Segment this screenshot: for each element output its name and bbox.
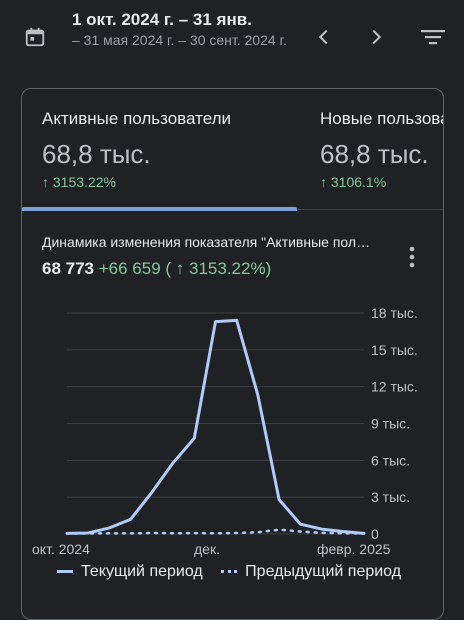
chart-legend: Текущий период Предыдущий период [57,563,415,581]
line-chart[interactable]: 18 тыс. 15 тыс. 12 тыс. 9 тыс. 6 тыс. 3 тыс. 0… [22,89,443,559]
chart-summary: 68 773 +66 659 ( ↑ 3153.22%) [42,259,271,279]
chevron-right-icon[interactable] [365,26,387,48]
series-line-previous [65,528,366,535]
x-tick-label: окт. 2024 [32,541,90,557]
summary-delta-percent: ( ↑ 3153.22%) [165,259,272,278]
active-tab-indicator [22,207,297,211]
arrow-up-icon: ↑ [42,174,53,190]
summary-delta: +66 659 [98,259,161,278]
chevron-left-icon[interactable] [313,26,335,48]
filter-icon[interactable] [420,26,446,48]
legend-item-current[interactable]: Текущий период [57,563,203,581]
metric-change: ↑ 3106.1% [320,174,387,190]
metric-label: Новые пользователи [320,109,443,128]
y-tick-label: 6 тыс. [371,452,410,468]
series-line-current [65,318,366,535]
x-tick-label: февр. 2025 [317,541,391,557]
y-tick-label: 15 тыс. [371,342,418,358]
y-tick-label: 12 тыс. [371,379,418,395]
legend-swatch-dotted [221,570,238,574]
compare-date-range[interactable]: – 31 мая 2024 г. – 30 сент. 2024 г. [72,32,287,48]
y-tick-label: 9 тыс. [371,416,410,432]
arrow-up-icon: ↑ [320,174,331,190]
legend-swatch-solid [57,570,73,574]
y-tick-label: 18 тыс. [371,305,418,321]
more-vert-icon[interactable] [404,244,420,270]
metric-value: 68,8 тыс. [320,139,429,169]
calendar-icon[interactable] [24,26,46,48]
x-tick-label: дек. [194,541,220,557]
y-tick-label: 0 [371,526,379,542]
legend-item-previous[interactable]: Предыдущий период [221,563,401,581]
y-tick-label: 3 тыс. [371,489,410,505]
metrics-card: Активные пользователи 68,8 тыс. ↑ 3153.2… [21,88,444,620]
top-bar: 1 окт. 2024 г. – 31 янв. – 31 мая 2024 г… [0,0,464,72]
metric-change: ↑ 3153.22% [42,174,116,190]
date-range[interactable]: 1 окт. 2024 г. – 31 янв. [72,10,252,29]
metric-value: 68,8 тыс. [42,139,151,169]
summary-total: 68 773 [42,259,94,278]
